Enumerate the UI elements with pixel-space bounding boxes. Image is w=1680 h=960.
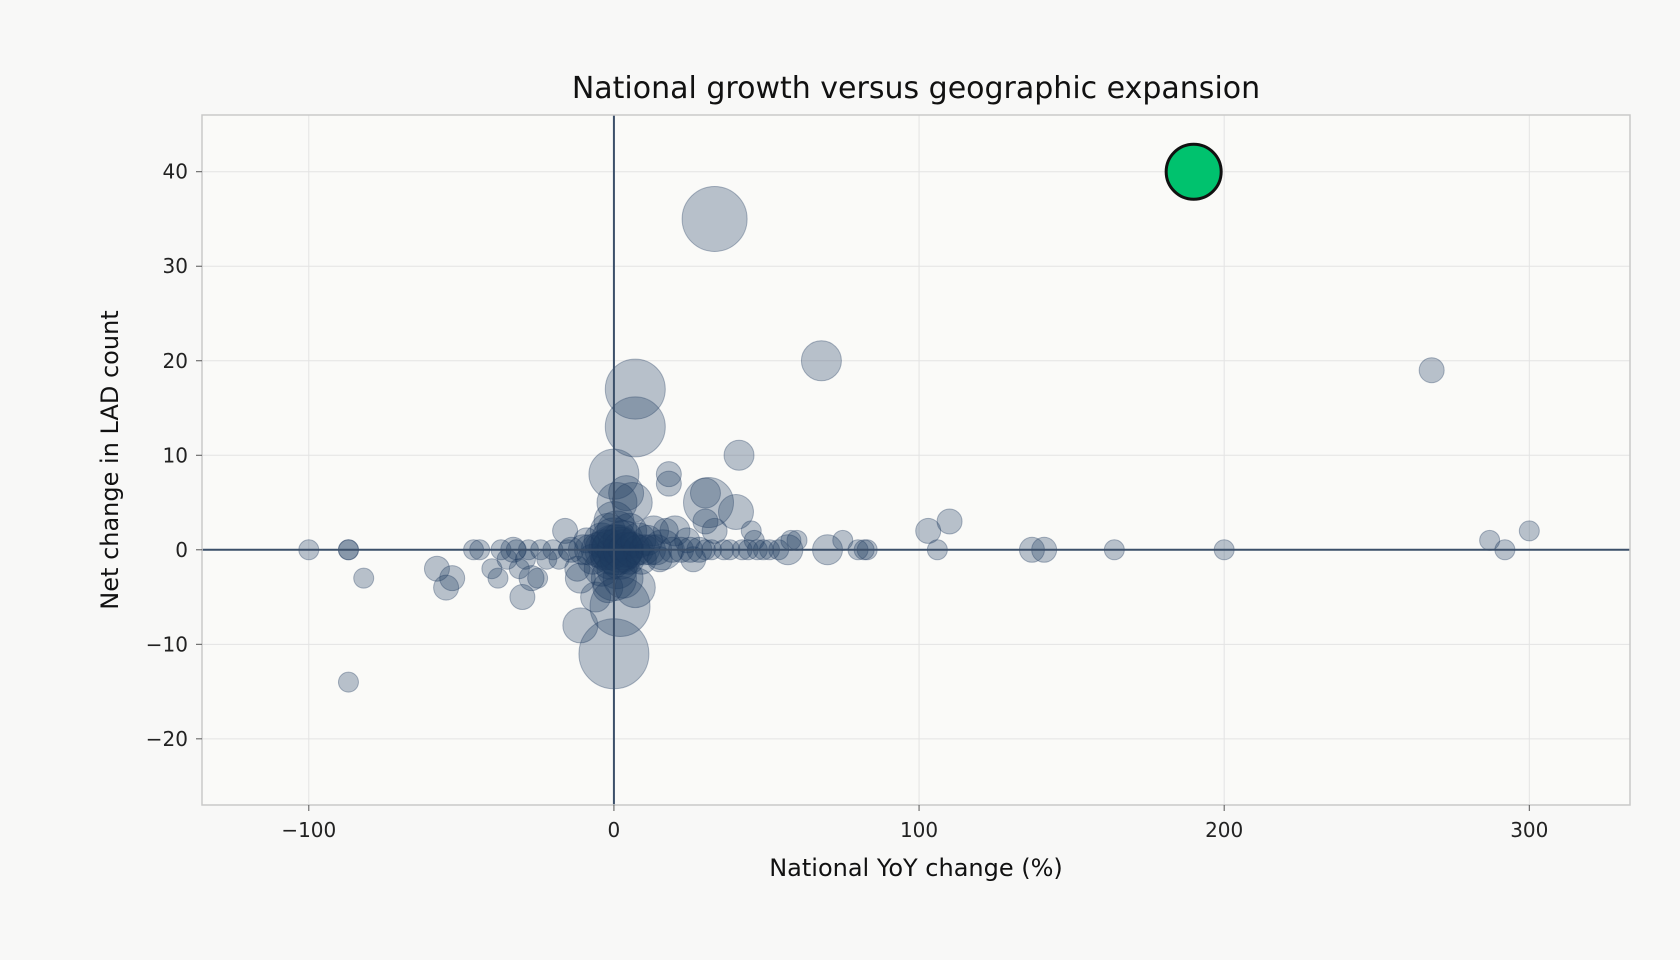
data-point — [723, 439, 755, 471]
data-point — [596, 510, 638, 552]
data-point — [674, 527, 701, 554]
plot-background — [202, 115, 1630, 805]
data-point — [701, 517, 728, 544]
x-tick-label: 300 — [1510, 818, 1548, 842]
data-point — [652, 517, 679, 544]
data-point — [583, 550, 620, 587]
data-point — [655, 470, 682, 497]
x-tick-label: 200 — [1205, 818, 1243, 842]
y-tick-label: 10 — [163, 443, 188, 467]
data-point — [589, 576, 651, 638]
data-point — [604, 396, 666, 458]
data-point — [564, 562, 596, 594]
data-point — [596, 548, 638, 590]
y-tick-label: −20 — [146, 727, 188, 751]
data-point — [683, 477, 735, 529]
x-axis-label: National YoY change (%) — [769, 854, 1063, 882]
y-tick-label: 20 — [163, 349, 188, 373]
data-point — [740, 520, 762, 542]
data-point — [680, 546, 707, 573]
data-point — [786, 529, 808, 551]
x-tick-label: 0 — [608, 818, 621, 842]
data-point — [717, 493, 754, 530]
data-point — [509, 584, 536, 611]
data-point — [692, 508, 719, 535]
data-point — [631, 524, 663, 556]
data-point — [527, 567, 549, 589]
data-point — [596, 482, 638, 524]
data-point — [518, 565, 545, 592]
data-point — [552, 517, 579, 544]
data-point — [580, 581, 612, 613]
y-tick-label: 30 — [163, 254, 188, 278]
data-point — [638, 515, 670, 547]
data-point — [562, 607, 599, 644]
data-point — [423, 555, 450, 582]
data-point — [646, 546, 673, 573]
data-point — [1418, 357, 1445, 384]
data-point — [433, 574, 460, 601]
data-point — [614, 567, 656, 609]
data-point — [337, 671, 359, 693]
chart-title: National growth versus geographic expans… — [572, 71, 1260, 106]
highlighted-point — [1164, 142, 1223, 201]
data-point — [564, 555, 591, 582]
data-point — [915, 517, 942, 544]
plot-frame — [201, 114, 1631, 806]
data-point — [1518, 520, 1540, 542]
data-point — [573, 527, 600, 554]
data-point — [936, 508, 963, 535]
data-point — [353, 567, 375, 589]
data-point — [611, 482, 653, 524]
data-point — [439, 565, 466, 592]
grid-lines — [202, 115, 1630, 805]
data-point — [604, 358, 666, 420]
data-point — [800, 340, 842, 382]
data-point — [608, 475, 645, 512]
x-tick-label: 100 — [900, 818, 938, 842]
highlight-layer — [1164, 142, 1223, 201]
data-point — [611, 512, 648, 549]
data-point — [659, 515, 691, 547]
data-point — [589, 512, 626, 549]
data-point — [625, 543, 657, 575]
data-point — [508, 558, 530, 580]
data-point — [481, 558, 503, 580]
y-tick-label: 0 — [175, 538, 188, 562]
y-tick-label: 40 — [163, 160, 188, 184]
data-point — [592, 572, 624, 604]
data-point — [487, 567, 509, 589]
data-point — [577, 543, 609, 575]
x-tick-label: −100 — [281, 818, 336, 842]
reference-lines — [202, 115, 1630, 805]
y-tick-label: −10 — [146, 632, 188, 656]
data-point — [689, 477, 721, 509]
data-point — [681, 185, 748, 252]
y-axis-label: Net change in LAD count — [96, 310, 124, 609]
data-point — [655, 461, 682, 488]
